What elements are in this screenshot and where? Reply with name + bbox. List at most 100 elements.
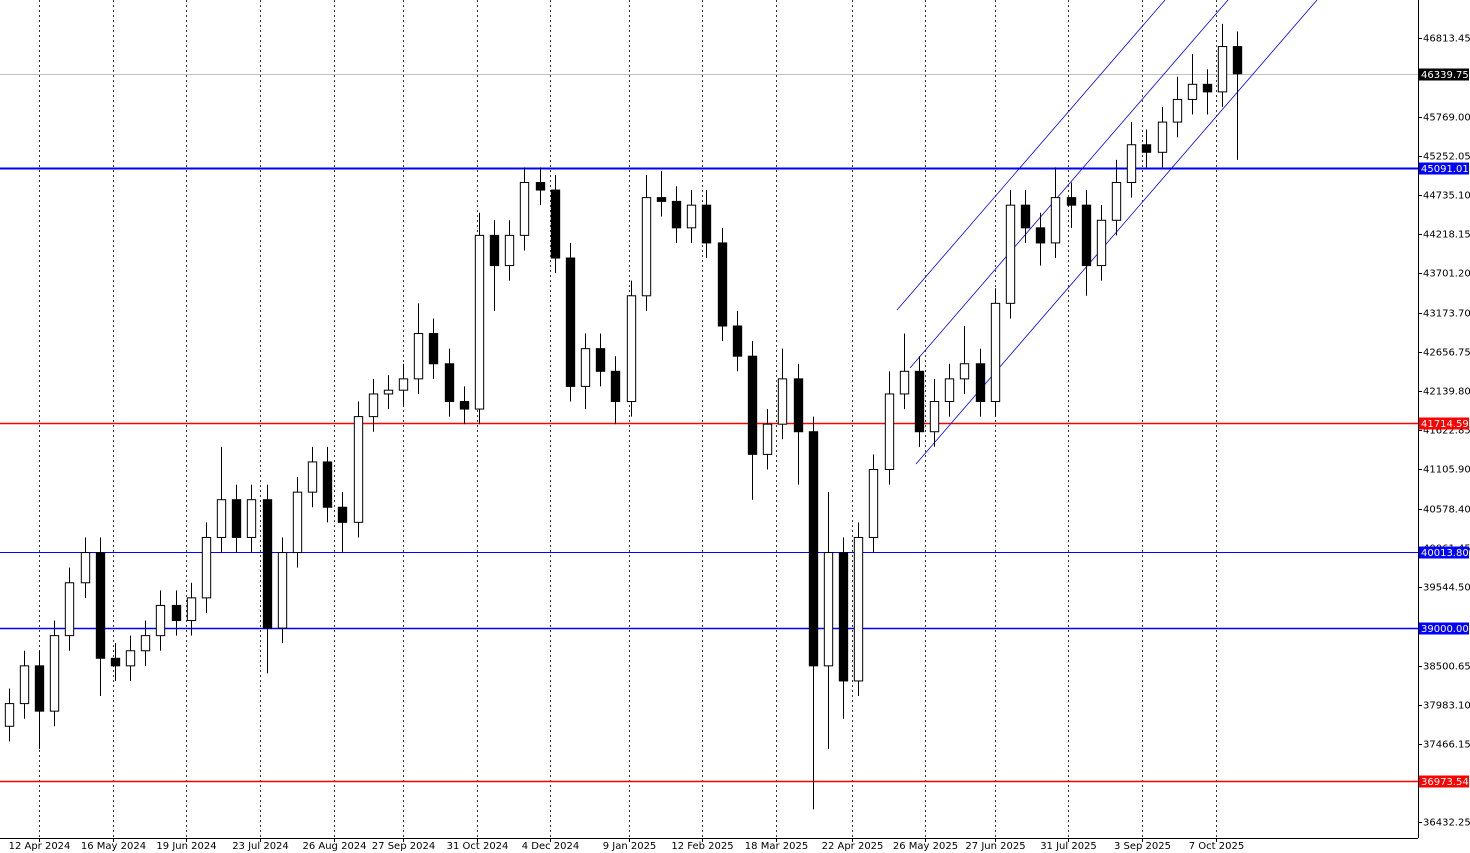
candle-body <box>337 506 348 523</box>
y-tick-label: 37983.10 <box>1423 701 1470 712</box>
y-tick-label: 44735.10 <box>1423 191 1470 202</box>
current-price-tag <box>1419 68 1469 81</box>
candle-body <box>474 234 485 410</box>
y-tick-label: 43701.20 <box>1423 269 1470 280</box>
y-tick-label: 39544.50 <box>1423 583 1470 594</box>
x-tick-label: 27 Sep 2024 <box>372 841 435 852</box>
candle-body <box>307 461 318 493</box>
x-tick-label: 4 Dec 2024 <box>522 841 580 852</box>
candle-body <box>398 378 409 391</box>
candle-body <box>155 604 166 637</box>
x-tick-label: 12 Apr 2024 <box>9 841 71 852</box>
x-tick-label: 9 Jan 2025 <box>603 841 657 852</box>
level-label: 41714.59 <box>1421 419 1469 430</box>
candle-body <box>489 234 500 267</box>
candle-body <box>686 204 697 229</box>
candle-body <box>1126 144 1137 184</box>
price-tags: 45091.01 41714.59 40013.80 39000.00 36973.54… <box>1419 68 1469 788</box>
candle-body <box>519 182 530 236</box>
channel-middle <box>909 0 1229 369</box>
candle-body <box>535 182 546 191</box>
candle-body <box>884 393 895 470</box>
x-tick-label: 22 Apr 2025 <box>822 841 884 852</box>
candle-body <box>747 355 758 455</box>
axis-labels: 12 Apr 2024 16 May 2024 19 Jun 2024 23 Jul … <box>9 34 1470 853</box>
candle-body <box>322 461 333 508</box>
candle-body <box>292 491 303 554</box>
x-tick-label: 18 Mar 2025 <box>745 841 808 852</box>
candle-body <box>1035 227 1046 244</box>
y-tick-label: 45769.00 <box>1423 113 1470 124</box>
candle-body <box>428 333 439 365</box>
y-tick-label: 38500.65 <box>1423 662 1470 673</box>
candle-body <box>4 703 15 727</box>
candle-body <box>368 393 379 418</box>
candle-body <box>19 665 30 705</box>
candle-body <box>1157 121 1168 153</box>
candle-body <box>95 552 106 659</box>
y-tick-label: 41105.90 <box>1423 465 1470 476</box>
candle-body <box>990 302 1001 403</box>
x-tick-label: 7 Oct 2025 <box>1189 841 1244 852</box>
candle-body <box>899 370 910 395</box>
candle-body <box>49 635 60 712</box>
candle-body <box>262 499 273 629</box>
x-tick-label: 26 Aug 2024 <box>302 841 366 852</box>
level-tag <box>1419 622 1469 635</box>
candle-body <box>277 552 288 629</box>
candle-body <box>762 423 773 455</box>
candle-body <box>504 234 515 267</box>
candle-body <box>1217 46 1228 93</box>
channel-upper <box>896 0 1166 311</box>
candle-body <box>140 635 151 652</box>
candle-body <box>626 295 637 403</box>
candle-body <box>110 657 121 667</box>
x-tick-label: 3 Sep 2025 <box>1114 841 1171 852</box>
candle-body <box>64 582 75 637</box>
candle-body <box>1096 219 1107 267</box>
candle-body <box>1232 46 1243 75</box>
candle-body <box>929 401 940 433</box>
level-tag <box>1419 546 1469 559</box>
candle-body <box>580 348 591 387</box>
candle-body <box>216 499 227 538</box>
candle-body <box>413 333 424 380</box>
candle-body <box>1141 144 1152 153</box>
candles <box>4 23 1243 810</box>
candle-body <box>610 370 621 403</box>
candle-body <box>1005 204 1016 304</box>
y-tick-label: 45252.05 <box>1423 152 1470 163</box>
candle-body <box>732 325 743 357</box>
level-tag <box>1419 417 1469 430</box>
y-tick-label: 44218.15 <box>1423 230 1470 241</box>
y-tick-label: 46813.45 <box>1423 34 1470 45</box>
candle-body <box>246 499 257 538</box>
y-tick-label: 37466.15 <box>1423 740 1470 751</box>
y-tick-label: 42139.80 <box>1423 387 1470 398</box>
x-tick-label: 23 Jul 2024 <box>232 841 289 852</box>
candle-body <box>1020 204 1031 229</box>
x-tick-label: 26 May 2025 <box>893 841 958 852</box>
candle-body <box>1050 197 1061 244</box>
level-label: 39000.00 <box>1421 624 1469 635</box>
candle-body <box>1172 98 1183 123</box>
current-price-label: 46339.75 <box>1421 70 1469 81</box>
candle-body <box>186 597 197 622</box>
candle-body <box>641 197 652 297</box>
grid <box>39 0 1217 838</box>
candle-body <box>550 189 561 259</box>
candle-body <box>671 200 682 229</box>
candle-body <box>853 536 864 682</box>
candle-body <box>701 204 712 244</box>
candle-body <box>1111 182 1122 221</box>
x-tick-label: 31 Oct 2024 <box>447 841 509 852</box>
candle-body <box>944 378 955 403</box>
candle-body <box>171 604 182 622</box>
candle-body <box>1202 83 1213 93</box>
candle-body <box>914 370 925 433</box>
y-tick-label: 41622.85 <box>1423 426 1470 437</box>
level-tag <box>1419 775 1469 788</box>
x-tick-label: 12 Feb 2025 <box>671 841 733 852</box>
candle-body <box>125 650 136 667</box>
